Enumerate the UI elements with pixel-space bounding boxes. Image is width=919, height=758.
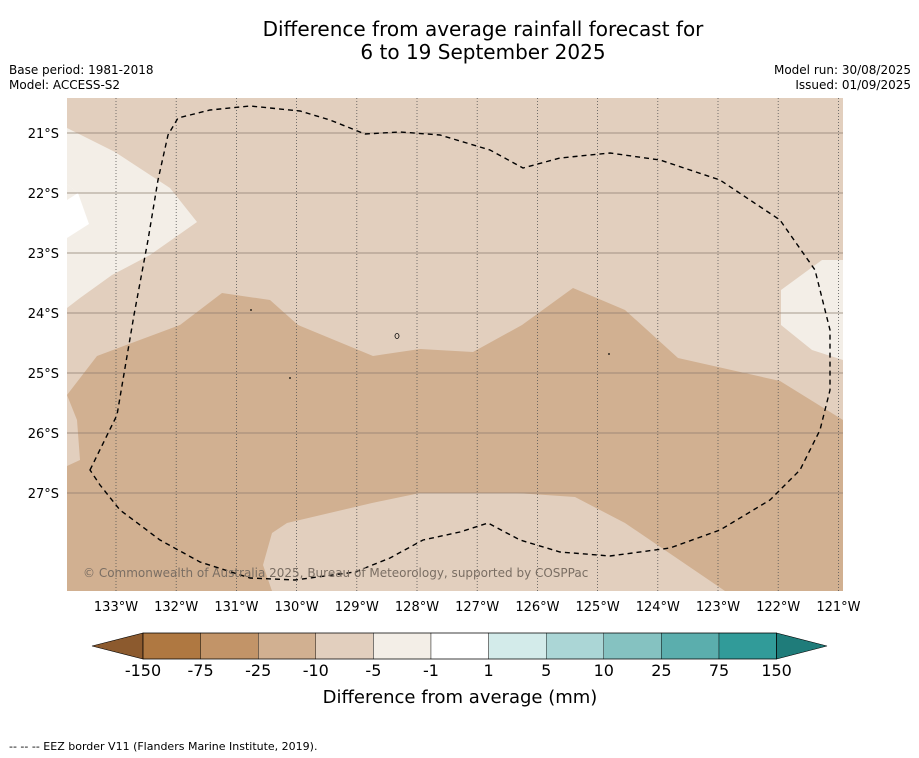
map-plot-area [67, 98, 843, 591]
island-marker [394, 333, 400, 339]
colorbar-tick-label: -5 [365, 661, 381, 680]
latitude-tick-label: 27°S [28, 487, 59, 502]
copyright-notice: © Commonwealth of Australia 2025, Bureau… [83, 566, 588, 580]
colorbar-segment [488, 632, 547, 660]
longitude-tick-label: 125°W [576, 600, 620, 615]
colorbar-tick-label: 1 [484, 661, 494, 680]
island-marker [250, 309, 252, 311]
colorbar: -150 -75 -25 -10 -5 -1 1 5 10 25 75 150 [91, 632, 828, 680]
longitude-tick-label: 121°W [816, 600, 860, 615]
colorbar-tick-label: -10 [303, 661, 329, 680]
longitude-tick-label: 126°W [515, 600, 559, 615]
latitude-tick-labels: 21°S 22°S 23°S 24°S 25°S 26°S 27°S [28, 127, 59, 502]
longitude-tick-label: 129°W [335, 600, 379, 615]
colorbar-tick-label: 150 [761, 661, 792, 680]
base-info: Base period: 1981-2018 Model: ACCESS-S2 [9, 63, 154, 93]
model-run: Model run: 30/08/2025 [773, 63, 911, 77]
island-marker [608, 353, 610, 355]
colorbar-extend-low [91, 632, 144, 660]
map-title: Difference from average rainfall forecas… [0, 18, 919, 64]
colorbar-segment [142, 632, 201, 660]
latitude-tick-label: 23°S [28, 247, 59, 262]
colorbar-segment [546, 632, 605, 660]
colorbar-segment [661, 632, 720, 660]
model-name: Model: ACCESS-S2 [9, 78, 121, 92]
central-anomaly-band [67, 288, 843, 591]
colorbar-segment [258, 632, 317, 660]
run-info: Model run: 30/08/2025 Issued: 01/09/2025 [774, 63, 911, 93]
colorbar-tick-label: 5 [541, 661, 551, 680]
latitude-tick-label: 21°S [28, 127, 59, 142]
white-notch-west [67, 184, 89, 238]
colorbar-segment [430, 632, 489, 660]
title-line-1: Difference from average rainfall forecas… [262, 17, 704, 41]
colorbar-segment [373, 632, 432, 660]
longitude-tick-label: 122°W [756, 600, 800, 615]
colorbar-tick-label: -1 [423, 661, 439, 680]
longitude-tick-label: 127°W [455, 600, 499, 615]
colorbar-title: Difference from average (mm) [323, 687, 598, 708]
colorbar-tick-label: -75 [188, 661, 214, 680]
title-line-2: 6 to 19 September 2025 [360, 40, 606, 64]
colorbar-segment [718, 632, 777, 660]
colorbar-segment [603, 632, 662, 660]
eez-footnote: -- -- -- EEZ border V11 (Flanders Marine… [9, 740, 318, 753]
issued-date: Issued: 01/09/2025 [795, 78, 911, 92]
base-period: Base period: 1981-2018 [9, 63, 154, 77]
latitude-tick-label: 24°S [28, 307, 59, 322]
longitude-tick-label: 124°W [636, 600, 680, 615]
colorbar-segment [315, 632, 374, 660]
colorbar-tick-label: 10 [594, 661, 614, 680]
colorbar-tick-label: 25 [651, 661, 671, 680]
longitude-tick-label: 133°W [94, 600, 138, 615]
latitude-tick-label: 22°S [28, 187, 59, 202]
longitude-tick-label: 123°W [696, 600, 740, 615]
island-marker [289, 377, 291, 379]
longitude-tick-label: 131°W [214, 600, 258, 615]
longitude-tick-label: 132°W [154, 600, 198, 615]
colorbar-tick-label: 75 [709, 661, 729, 680]
colorbar-tick-label: -25 [245, 661, 271, 680]
map-gridlines [67, 98, 843, 591]
colorbar-extend-high [776, 632, 828, 660]
latitude-tick-label: 26°S [28, 427, 59, 442]
light-region-east [781, 260, 843, 360]
colorbar-segment [200, 632, 259, 660]
longitude-tick-labels: 133°W 132°W 131°W 130°W 129°W 128°W 127°W 126°W… [94, 600, 861, 615]
light-region-northwest [67, 128, 197, 308]
eez-border-line [89, 105, 831, 581]
colorbar-tick-label: -150 [125, 661, 161, 680]
longitude-tick-label: 130°W [275, 600, 319, 615]
latitude-tick-label: 25°S [28, 367, 59, 382]
longitude-tick-label: 128°W [395, 600, 439, 615]
